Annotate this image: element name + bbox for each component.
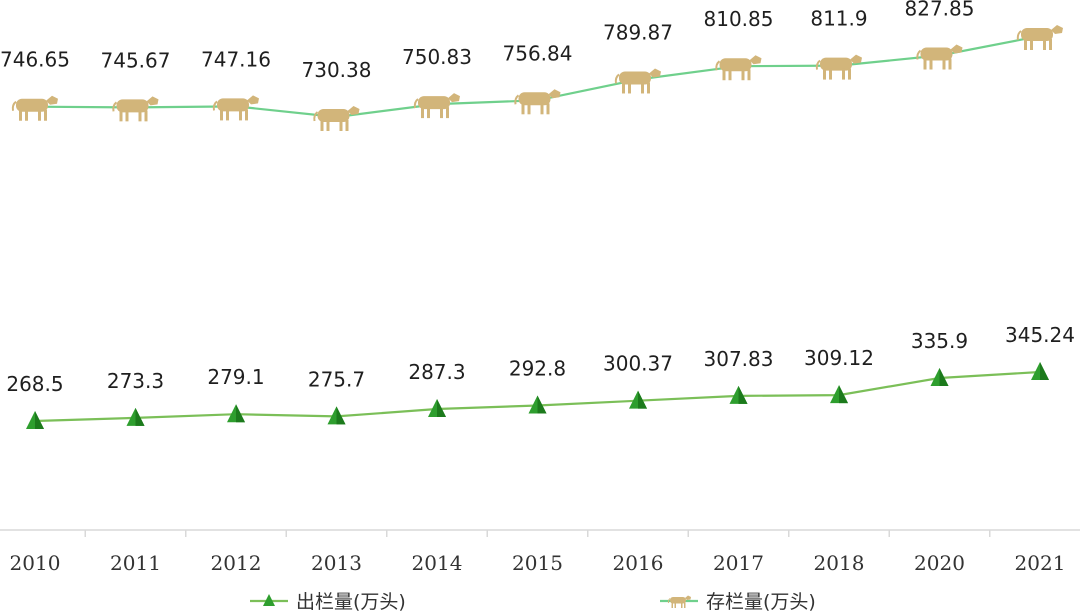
cow-icon	[614, 68, 661, 94]
data-label: 747.16	[201, 47, 271, 71]
cow-icon	[715, 55, 762, 81]
data-label: 750.83	[402, 45, 472, 69]
x-tick-label: 2021	[1015, 551, 1066, 575]
data-label: 309.12	[804, 346, 874, 370]
cow-icon	[112, 96, 159, 122]
cow-icon	[413, 93, 460, 119]
cow-icon	[815, 54, 862, 80]
x-tick-label: 2014	[412, 551, 463, 575]
triangle-icon	[528, 395, 547, 414]
cow-icon	[1016, 25, 1063, 50]
cow-icon	[514, 89, 561, 115]
data-label: 745.67	[101, 48, 171, 72]
data-label: 287.3	[408, 360, 465, 384]
data-label: 275.7	[308, 367, 365, 391]
data-label: 756.84	[503, 41, 573, 65]
data-label: 279.1	[207, 365, 264, 389]
legend: 出栏量(万头) 存栏量(万头)	[250, 591, 816, 613]
triangle-icon	[1031, 362, 1049, 380]
x-tick-label: 2010	[10, 551, 61, 575]
triangle-icon	[629, 390, 647, 409]
x-tick-label: 2012	[211, 551, 262, 575]
triangle-icon	[428, 398, 446, 417]
legend-item[interactable]: 出栏量(万头)	[250, 591, 406, 613]
series-markers	[11, 25, 1063, 429]
x-tick-label: 2016	[613, 551, 664, 575]
cow-icon	[916, 44, 963, 70]
data-label: 307.83	[704, 347, 774, 371]
legend-label: 出栏量(万头)	[296, 591, 406, 613]
data-label: 811.9	[810, 7, 867, 31]
x-tick-label: 2017	[713, 551, 764, 575]
data-labels: 746.65 745.67 747.16 730.38 750.83 756.84 789.…	[0, 0, 1075, 396]
data-label: 268.5	[6, 372, 63, 396]
legend-item[interactable]: 存栏量(万头)	[660, 591, 816, 613]
triangle-icon	[26, 411, 44, 429]
triangle-icon	[830, 385, 848, 404]
data-label: 730.38	[302, 58, 372, 82]
data-label: 827.85	[905, 0, 975, 21]
data-label: 292.8	[509, 356, 566, 380]
cow-icon	[11, 95, 58, 121]
data-label: 345.24	[1005, 323, 1075, 347]
data-label: 300.37	[603, 352, 673, 376]
data-label: 273.3	[107, 369, 164, 393]
cow-icon	[667, 595, 691, 608]
triangle-icon	[263, 594, 275, 606]
triangle-icon	[227, 404, 245, 423]
x-tick-label: 2015	[512, 551, 563, 575]
cow-icon	[212, 95, 259, 121]
x-tick-label: 2011	[110, 551, 161, 575]
data-label: 746.65	[0, 48, 70, 72]
triangle-icon	[327, 406, 346, 425]
data-label: 789.87	[603, 20, 673, 44]
data-label: 858.78	[1005, 0, 1075, 1]
data-label: 335.9	[911, 329, 968, 353]
cow-icon	[313, 106, 360, 131]
triangle-icon	[126, 407, 145, 426]
data-label: 810.85	[704, 7, 774, 31]
x-tick-label: 2020	[914, 551, 965, 575]
x-tick-label: 2013	[311, 551, 362, 575]
legend-label: 存栏量(万头)	[706, 591, 816, 613]
x-tick-label: 2018	[814, 551, 865, 575]
x-axis: 2010 2011 2012 2013 2014 2015 2016 2017 2018 2020…	[0, 529, 1080, 575]
triangle-icon	[930, 367, 949, 386]
triangle-icon	[729, 385, 748, 404]
